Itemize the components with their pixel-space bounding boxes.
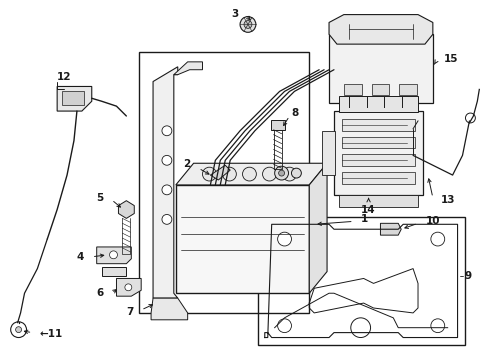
- Circle shape: [162, 126, 172, 136]
- Bar: [322, 131, 335, 175]
- Bar: [342, 119, 415, 131]
- Polygon shape: [174, 62, 202, 75]
- Circle shape: [110, 251, 118, 259]
- Circle shape: [162, 156, 172, 165]
- Circle shape: [16, 327, 22, 333]
- Bar: [339, 195, 418, 207]
- Text: 8: 8: [292, 108, 299, 118]
- Circle shape: [162, 185, 172, 195]
- Bar: [371, 84, 390, 95]
- Text: 12: 12: [57, 72, 72, 82]
- Polygon shape: [97, 247, 131, 264]
- Circle shape: [431, 232, 445, 246]
- Polygon shape: [329, 15, 433, 44]
- Polygon shape: [101, 267, 126, 276]
- Text: 14: 14: [361, 204, 376, 215]
- Bar: [342, 172, 415, 184]
- Bar: [334, 111, 423, 195]
- Polygon shape: [57, 86, 92, 111]
- Polygon shape: [117, 278, 141, 296]
- Bar: [176, 185, 309, 293]
- Text: 13: 13: [441, 195, 455, 205]
- Text: 2: 2: [183, 159, 191, 169]
- Circle shape: [202, 167, 216, 181]
- Polygon shape: [210, 165, 230, 180]
- Polygon shape: [151, 298, 188, 320]
- Circle shape: [275, 166, 289, 180]
- Circle shape: [243, 167, 256, 181]
- Polygon shape: [309, 163, 327, 293]
- Circle shape: [263, 167, 276, 181]
- Bar: [342, 137, 415, 148]
- Bar: [399, 84, 417, 95]
- Polygon shape: [119, 201, 134, 219]
- Circle shape: [244, 21, 252, 28]
- Circle shape: [351, 318, 370, 338]
- Text: 10: 10: [426, 216, 441, 226]
- Circle shape: [466, 113, 475, 123]
- Text: 9: 9: [465, 271, 471, 282]
- Circle shape: [240, 17, 256, 32]
- Bar: [344, 84, 362, 95]
- Bar: [342, 154, 415, 166]
- Circle shape: [162, 215, 172, 224]
- Text: 3: 3: [231, 9, 238, 19]
- Text: 7: 7: [126, 307, 133, 317]
- Bar: [258, 217, 466, 345]
- Text: 6: 6: [97, 288, 103, 298]
- Circle shape: [279, 170, 285, 176]
- Circle shape: [283, 167, 296, 181]
- Polygon shape: [380, 223, 401, 235]
- Circle shape: [431, 319, 445, 333]
- Text: 4: 4: [76, 252, 84, 262]
- Bar: [62, 91, 84, 105]
- Bar: [339, 96, 418, 112]
- Circle shape: [125, 284, 132, 291]
- Circle shape: [278, 319, 292, 333]
- Polygon shape: [153, 67, 178, 298]
- Circle shape: [292, 168, 301, 178]
- Bar: [329, 34, 433, 103]
- Text: 15: 15: [444, 54, 458, 64]
- Circle shape: [222, 167, 236, 181]
- Bar: [270, 120, 285, 130]
- Text: 1: 1: [361, 215, 368, 224]
- Circle shape: [11, 322, 26, 338]
- Text: 5: 5: [97, 193, 103, 203]
- Polygon shape: [176, 163, 327, 185]
- Text: ←11: ←11: [39, 329, 63, 339]
- Circle shape: [278, 232, 292, 246]
- Bar: [139, 52, 309, 313]
